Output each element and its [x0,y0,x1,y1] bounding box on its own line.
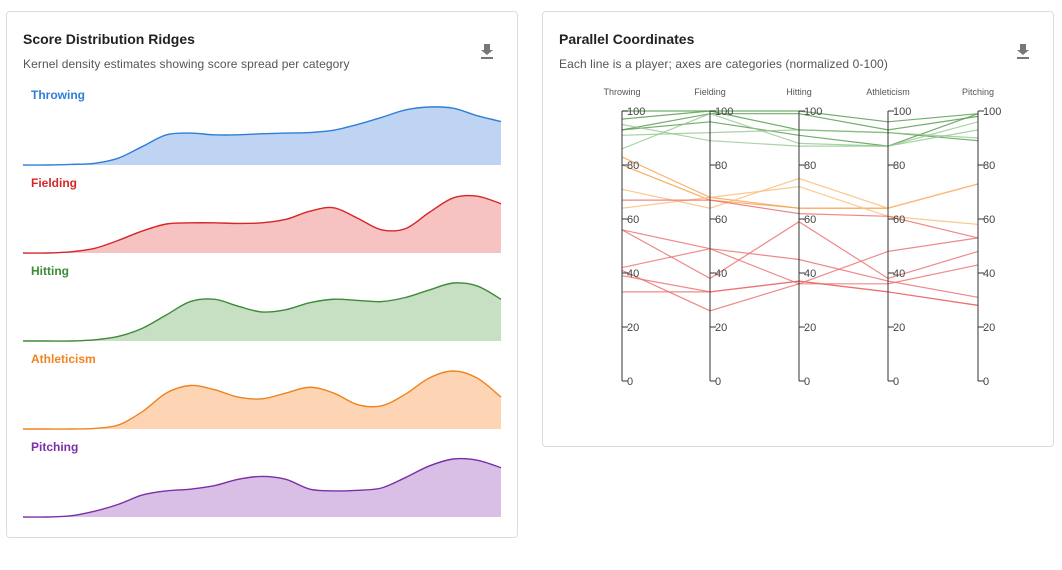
axis-tick-label: 100 [627,106,645,118]
axis-tick-label: 20 [893,322,905,334]
ridgeline-chart: Throwing Fielding Hitting Athleticism Pitchi… [22,88,502,518]
parallel-coordinates-chart: Throwing Fielding Hitting Athleticism Pitchi… [603,87,1001,388]
axis-tick-label: 100 [804,106,822,118]
axis-tick-label: 20 [804,322,816,334]
axis-header-athleticism: Athleticism [866,87,910,97]
axis-tick-label: 100 [893,106,911,118]
axis-tick-label: 60 [893,214,905,226]
axis-tick-label: 80 [983,160,995,172]
ridge-label-hitting: Hitting [31,264,69,278]
axis-pitching: 0 20 40 60 80 100 [977,106,1001,388]
parallel-card: Parallel Coordinates Each line is a play… [542,11,1054,447]
ridge-pitching: Pitching [22,440,502,518]
axis-header-hitting: Hitting [786,87,812,97]
ridge-hitting: Hitting [23,264,502,342]
axis-tick-label: 60 [804,214,816,226]
axis-tick-label: 80 [893,160,905,172]
axis-throwing: 0 20 40 60 80 100 [621,106,645,388]
axis-tick-label: 100 [983,106,1001,118]
axis-fielding: 0 20 40 60 80 100 [709,106,733,388]
axis-tick-label: 60 [983,214,995,226]
ridge-throwing: Throwing [22,88,502,166]
axis-tick-label: 0 [983,376,989,388]
player-line [621,229,979,298]
player-line [621,237,979,312]
ridge-line-fielding [22,194,502,254]
ridge-line-throwing [22,106,502,166]
ridge-area-throwing [23,106,501,166]
parallel-title: Parallel Coordinates [559,31,695,47]
player-line [621,248,979,285]
ridge-line-athleticism [22,370,502,430]
ridge-label-pitching: Pitching [31,440,78,454]
axis-tick-label: 20 [715,322,727,334]
axis-header-throwing: Throwing [603,87,640,97]
download-icon[interactable] [1015,42,1031,60]
parallel-subtitle: Each line is a player; axes are categori… [559,57,888,71]
ridges-title: Score Distribution Ridges [23,31,195,47]
player-line [621,275,979,306]
download-icon[interactable] [479,42,495,60]
ridge-area-athleticism [23,371,501,430]
axis-tick-label: 80 [804,160,816,172]
ridges-card: Score Distribution Ridges Kernel density… [6,11,518,538]
ridge-label-athleticism: Athleticism [31,352,96,366]
axis-tick-label: 0 [893,376,899,388]
axis-tick-label: 20 [983,322,995,334]
axis-tick-label: 0 [627,376,633,388]
ridge-line-hitting [23,282,502,342]
axis-tick-label: 100 [715,106,733,118]
axis-tick-label: 60 [715,214,727,226]
axis-tick-label: 40 [715,268,727,280]
axis-athleticism: 0 20 40 60 80 100 [887,106,911,388]
ridge-athleticism: Athleticism [22,352,502,430]
player-line [621,177,979,209]
axis-header-pitching: Pitching [962,87,994,97]
ridge-area-pitching [23,458,501,518]
player-line [622,280,979,306]
ridge-fielding: Fielding [22,176,502,254]
axis-tick-label: 80 [627,160,639,172]
ridge-label-throwing: Throwing [31,88,85,102]
ridge-label-fielding: Fielding [31,176,77,190]
axis-tick-label: 0 [715,376,721,388]
download-icon-glyph [1017,44,1029,59]
axis-tick-label: 20 [627,322,639,334]
player-line [621,220,979,280]
axis-tick-label: 40 [983,268,995,280]
axis-tick-label: 80 [715,160,727,172]
axis-header-fielding: Fielding [694,87,726,97]
ridge-line-pitching [22,457,502,518]
axis-tick-label: 40 [893,268,905,280]
player-lines [621,110,979,312]
axis-tick-label: 40 [804,268,816,280]
axis-tick-label: 40 [627,268,639,280]
axis-tick-label: 60 [627,214,639,226]
ridges-subtitle: Kernel density estimates showing score s… [23,57,350,71]
ridge-area-fielding [23,195,501,254]
download-icon-glyph [481,44,493,59]
ridge-area-hitting [23,282,501,342]
axis-tick-label: 0 [804,376,810,388]
axis-hitting: 0 20 40 60 80 100 [798,106,822,388]
